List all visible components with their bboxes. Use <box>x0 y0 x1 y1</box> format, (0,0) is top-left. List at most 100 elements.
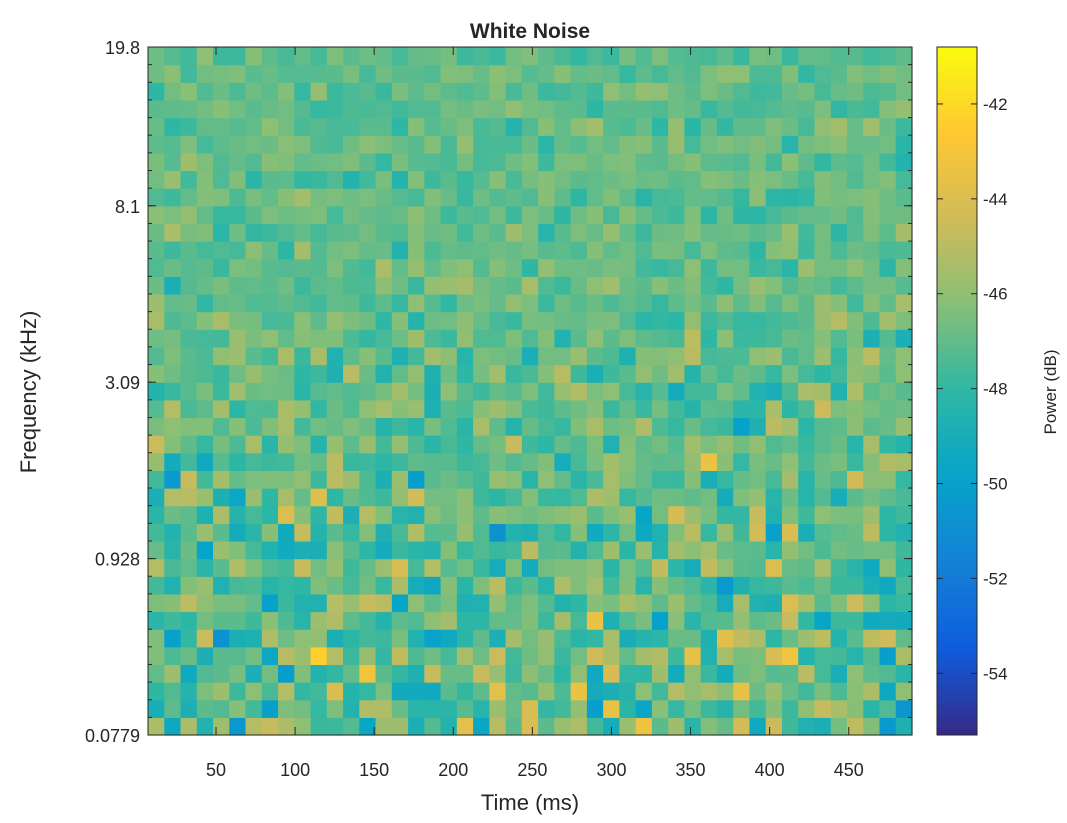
heatmap-cell <box>229 205 247 225</box>
heatmap-cell <box>148 276 165 295</box>
heatmap-cell <box>781 540 799 560</box>
heatmap-cell <box>538 205 555 225</box>
heatmap-cell <box>440 417 458 436</box>
heatmap-cell <box>863 682 881 701</box>
heatmap-cell <box>651 241 669 260</box>
heatmap-cell <box>408 417 425 436</box>
heatmap-cell <box>261 117 279 136</box>
heatmap-cell <box>619 682 637 701</box>
heatmap-cell <box>440 258 458 277</box>
heatmap-cell <box>310 435 328 454</box>
heatmap-cell <box>586 576 604 595</box>
heatmap-cell <box>570 505 588 524</box>
heatmap-cell <box>846 417 864 436</box>
heatmap-cell <box>830 540 848 560</box>
heatmap-cell <box>570 576 588 595</box>
heatmap-cell <box>716 593 734 613</box>
heatmap-cell <box>310 293 328 313</box>
heatmap-cell <box>180 47 198 66</box>
heatmap-cell <box>148 117 165 136</box>
heatmap-cell <box>716 488 734 507</box>
heatmap-cell <box>570 99 588 119</box>
heatmap-cell <box>261 682 279 701</box>
heatmap-cell <box>668 699 686 718</box>
heatmap-cell <box>684 664 702 683</box>
heatmap-cell <box>343 576 360 595</box>
heatmap-cell <box>586 276 604 295</box>
heatmap-cell <box>326 170 344 189</box>
heatmap-cell <box>684 258 702 277</box>
heatmap-cell <box>473 452 490 471</box>
heatmap-cell <box>538 629 555 648</box>
heatmap-cell <box>278 64 295 83</box>
heatmap-cell <box>456 64 474 83</box>
heatmap-cell <box>440 170 458 189</box>
heatmap-cell <box>343 258 360 277</box>
heatmap-cell <box>489 682 507 701</box>
heatmap-cell <box>668 593 686 613</box>
heatmap-cell <box>326 293 344 313</box>
heatmap-cell <box>343 82 360 101</box>
heatmap-cell <box>538 170 555 189</box>
heatmap-cell <box>326 135 344 154</box>
heatmap-cell <box>603 593 621 613</box>
heatmap-cell <box>716 241 734 260</box>
heatmap-cell <box>196 488 214 507</box>
heatmap-cell <box>375 152 393 172</box>
heatmap-cell <box>619 452 637 471</box>
heatmap-cell <box>261 664 279 683</box>
heatmap-cell <box>375 523 393 542</box>
heatmap-cell <box>798 99 816 119</box>
heatmap-cell <box>781 505 799 524</box>
heatmap-cell <box>343 346 360 366</box>
heatmap-cell <box>814 488 832 507</box>
heatmap-cell <box>538 311 555 330</box>
heatmap-cell <box>895 99 913 119</box>
heatmap-cell <box>505 417 523 436</box>
heatmap-cell <box>343 488 360 507</box>
heatmap-cell <box>846 593 864 613</box>
heatmap-cell <box>489 241 507 260</box>
heatmap-cell <box>586 399 604 419</box>
heatmap-cell <box>651 523 669 542</box>
heatmap-cell <box>619 540 637 560</box>
heatmap-cell <box>408 382 425 401</box>
heatmap-cell <box>538 82 555 101</box>
heatmap-cell <box>635 470 653 489</box>
heatmap-cell <box>538 523 555 542</box>
heatmap-cell <box>635 170 653 189</box>
heatmap-cell <box>570 682 588 701</box>
heatmap-cell <box>684 593 702 613</box>
heatmap-cell <box>245 417 263 436</box>
heatmap-cell <box>781 346 799 366</box>
heatmap-cell <box>700 488 718 507</box>
heatmap-cell <box>473 188 490 207</box>
heatmap-cell <box>733 223 751 242</box>
heatmap-cell <box>278 540 295 560</box>
heatmap-cell <box>424 629 442 648</box>
heatmap-cell <box>505 64 523 83</box>
heatmap-cell <box>538 135 555 154</box>
heatmap-cell <box>424 682 442 701</box>
heatmap-cell <box>343 470 360 489</box>
heatmap-cell <box>440 276 458 295</box>
heatmap-cell <box>586 135 604 154</box>
heatmap-cell <box>261 64 279 83</box>
heatmap-cell <box>879 364 897 383</box>
heatmap-cell <box>505 523 523 542</box>
heatmap-cell <box>846 99 864 119</box>
heatmap-cell <box>424 417 442 436</box>
heatmap-cell <box>148 82 165 101</box>
heatmap-cell <box>863 117 881 136</box>
heatmap-cell <box>554 329 572 348</box>
heatmap-cell <box>424 223 442 242</box>
heatmap-cell <box>505 346 523 366</box>
heatmap-cell <box>781 682 799 701</box>
heatmap-cell <box>310 664 328 683</box>
heatmap-cell <box>651 505 669 524</box>
heatmap-cell <box>586 241 604 260</box>
heatmap-cell <box>489 64 507 83</box>
heatmap-cell <box>424 64 442 83</box>
heatmap-cell <box>879 152 897 172</box>
heatmap-cell <box>716 346 734 366</box>
